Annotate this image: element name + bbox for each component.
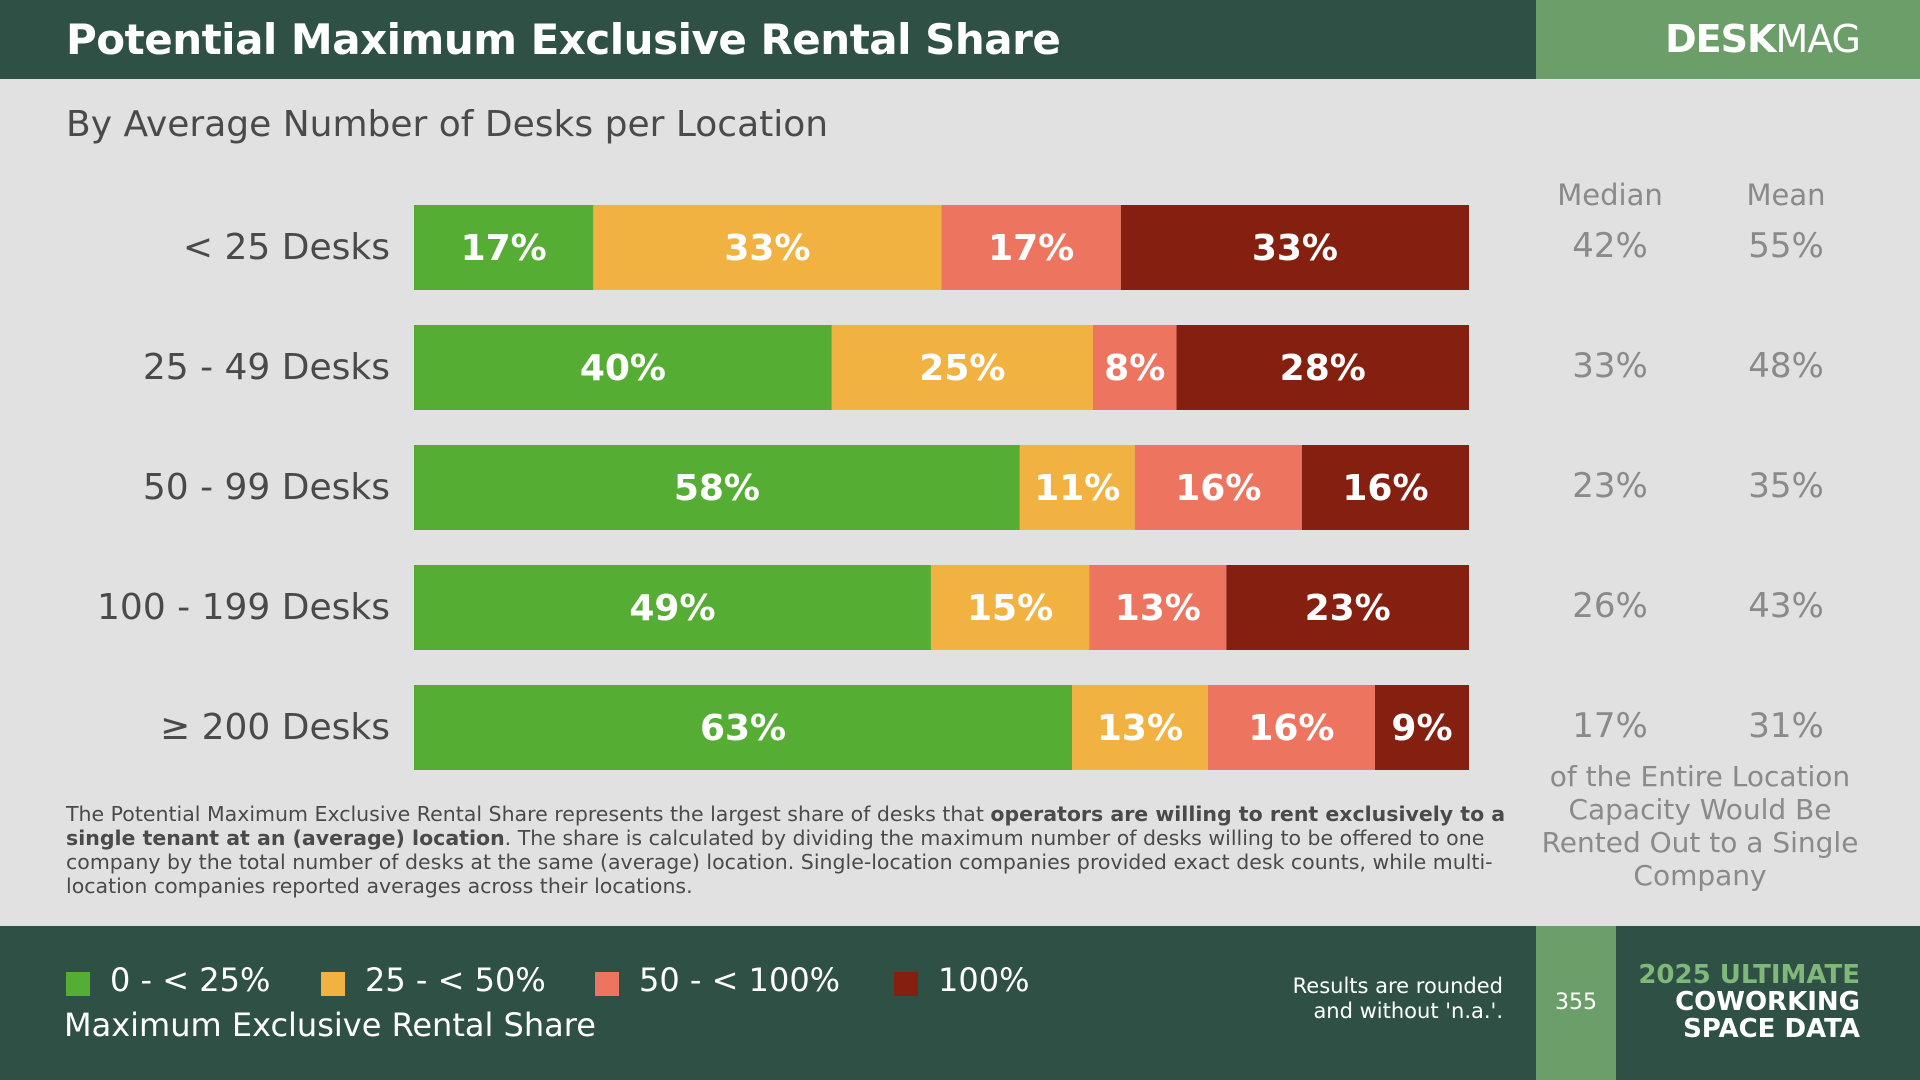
data-label: 17% (988, 228, 1074, 269)
data-label: 15% (967, 588, 1053, 629)
data-label: 25% (919, 348, 1005, 389)
legend-label: 25 - < 50% (365, 961, 546, 999)
bar-segment (414, 325, 832, 410)
legend-swatch (66, 972, 90, 996)
bar-segment (1089, 565, 1227, 650)
mean-value: 48% (1748, 346, 1824, 386)
rounding-note-line: and without 'n.a.'. (1313, 999, 1503, 1023)
legend-swatch (595, 972, 619, 996)
legend-title: Maximum Exclusive Rental Share (64, 1006, 596, 1044)
legend-label: 50 - < 100% (639, 961, 841, 999)
data-label: 16% (1248, 708, 1334, 749)
data-label: 13% (1097, 708, 1183, 749)
data-label: 40% (580, 348, 666, 389)
category-label: ≥ 200 Desks (160, 707, 390, 748)
bar-segment (941, 205, 1121, 290)
mean-value: 55% (1748, 226, 1824, 266)
footer-bar (0, 926, 1920, 1080)
data-label: 23% (1305, 588, 1391, 629)
category-label: 25 - 49 Desks (143, 347, 390, 388)
bar-segment (1374, 685, 1469, 770)
data-label: 16% (1175, 468, 1261, 509)
median-column-header: Median (1557, 178, 1663, 212)
data-label: 9% (1391, 708, 1452, 749)
rounding-note-line: Results are rounded (1292, 974, 1503, 998)
bar-segment (414, 565, 931, 650)
mean-column-header: Mean (1746, 178, 1826, 212)
report-title-line: 2025 ULTIMATE (1638, 960, 1860, 990)
brand-logo-light: MAG (1775, 17, 1861, 61)
mean-value: 35% (1748, 466, 1824, 506)
page-number-box: 355 (1536, 926, 1616, 1080)
report-title-line: SPACE DATA (1683, 1014, 1860, 1044)
data-label: 58% (674, 468, 760, 509)
bar-segment (1120, 205, 1469, 290)
bar-segment (414, 205, 594, 290)
rounding-note: Results are rounded and without 'n.a.'. (1293, 974, 1503, 1024)
bar-segment (1207, 685, 1375, 770)
brand-logo-bold: DESK (1665, 17, 1776, 61)
bar-segment (414, 445, 1020, 530)
description-text: . The share is calculated by dividing th… (66, 826, 1493, 898)
data-label: 16% (1342, 468, 1428, 509)
category-label: < 25 Desks (183, 227, 390, 268)
legend-label: 100% (938, 961, 1030, 999)
header-bar: Potential Maximum Exclusive Rental Share… (0, 0, 1920, 79)
bar-segment (1019, 445, 1135, 530)
category-label: 50 - 99 Desks (143, 467, 390, 508)
chart-subtitle: By Average Number of Desks per Location (66, 104, 829, 145)
bar-segment (831, 325, 1093, 410)
bar-segment (1301, 445, 1469, 530)
data-label: 63% (700, 708, 786, 749)
description-text: The Potential Maximum Exclusive Rental S… (66, 802, 991, 826)
bar-segment (414, 685, 1073, 770)
data-label: 33% (1252, 228, 1338, 269)
bar-segment (593, 205, 942, 290)
brand-logo: DESKMAG (1665, 0, 1861, 79)
median-value: 33% (1572, 346, 1648, 386)
data-label: 28% (1280, 348, 1366, 389)
bar-segment (930, 565, 1090, 650)
page-number: 355 (1555, 990, 1597, 1015)
data-label: 17% (461, 228, 547, 269)
data-label: 8% (1104, 348, 1165, 389)
report-title: 2025 ULTIMATE COWORKING SPACE DATA (1638, 962, 1860, 1043)
report-title-line: COWORKING (1675, 987, 1860, 1017)
mean-value: 31% (1748, 706, 1824, 746)
category-label: 100 - 199 Desks (97, 587, 390, 628)
bar-segment (1226, 565, 1469, 650)
description-emphasis: operators are willing to rent exclusivel… (66, 802, 1506, 850)
legend-label: 0 - < 25% (110, 961, 271, 999)
bar-segment (1092, 325, 1177, 410)
data-label: 33% (724, 228, 810, 269)
methodology-description: The Potential Maximum Exclusive Rental S… (66, 802, 1506, 898)
median-value: 17% (1572, 706, 1648, 746)
legend-swatch (321, 972, 345, 996)
legend-swatch (894, 972, 918, 996)
data-label: 49% (629, 588, 715, 629)
bar-segment (1134, 445, 1302, 530)
data-label: 11% (1034, 468, 1120, 509)
data-label: 13% (1115, 588, 1201, 629)
median-value: 42% (1572, 226, 1648, 266)
stats-note: of the Entire Location Capacity Would Be… (1541, 760, 1859, 892)
bar-segment (1176, 325, 1469, 410)
mean-value: 43% (1748, 586, 1824, 626)
brand-box: DESKMAG (1536, 0, 1920, 79)
median-value: 26% (1572, 586, 1648, 626)
page-title: Potential Maximum Exclusive Rental Share (66, 15, 1061, 64)
median-value: 23% (1572, 466, 1648, 506)
bar-segment (1072, 685, 1208, 770)
